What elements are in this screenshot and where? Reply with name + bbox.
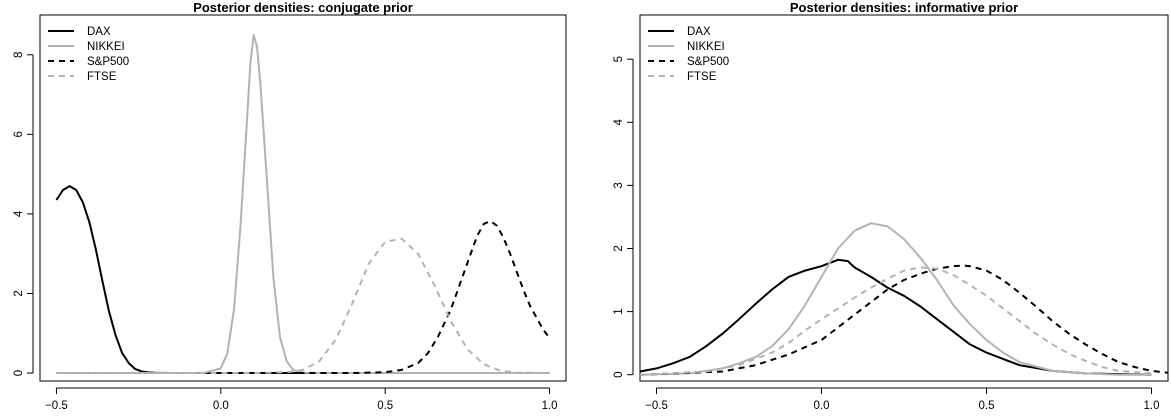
legend-label-s-p500: S&P500 [87, 56, 129, 68]
legend-label-nikkei: NIKKEI [87, 41, 125, 53]
series-line-nikkei [640, 222, 1152, 376]
plot-frame [39, 14, 567, 382]
x-tick-label: −0.5 [645, 400, 668, 412]
legend-label-ftse: FTSE [87, 71, 117, 83]
series-line-s-p500 [56, 220, 551, 374]
y-tick-label: 0 [13, 370, 25, 376]
series-line-s-p500 [640, 264, 1168, 376]
chart-title: Posterior densities: informative prior [790, 0, 1018, 15]
y-tick-label: 5 [613, 56, 625, 62]
y-tick-label: 3 [613, 182, 625, 188]
informative-prior-panel: Posterior densities: informative prior −0… [613, 0, 1169, 412]
y-tick-label: 1 [613, 308, 625, 314]
series-group [55, 33, 551, 374]
conjugate-prior-panel: Posterior densities: conjugate prior −0.5… [13, 0, 567, 412]
y-tick-label: 4 [13, 210, 25, 217]
series-group [640, 222, 1168, 376]
y-tick-label: 6 [13, 131, 25, 137]
series-line-ftse [640, 266, 1152, 376]
legend-label-dax: DAX [687, 26, 711, 38]
x-tick-label: 1.0 [1144, 400, 1160, 412]
x-tick-label: 1.0 [542, 400, 558, 412]
x-tick-label: 0.5 [377, 400, 393, 412]
y-tick-label: 4 [613, 118, 625, 125]
y-tick-label: 0 [613, 371, 625, 377]
chart-title: Posterior densities: conjugate prior [193, 0, 413, 15]
series-line-dax [640, 258, 1152, 376]
series-line-ftse [56, 237, 550, 374]
legend-label-dax: DAX [87, 26, 111, 38]
legend-label-s-p500: S&P500 [687, 56, 729, 68]
y-tick-label: 2 [13, 290, 25, 296]
x-tick-label: −0.5 [45, 400, 68, 412]
legend-label-nikkei: NIKKEI [687, 41, 725, 53]
legend-label-ftse: FTSE [687, 71, 717, 83]
series-line-dax [55, 185, 550, 374]
y-tick-label: 8 [13, 52, 25, 58]
x-tick-label: 0.5 [979, 400, 995, 412]
series-line-nikkei [56, 33, 550, 374]
plot-frame [639, 14, 1169, 382]
x-tick-label: 0.0 [814, 400, 830, 412]
y-tick-label: 2 [613, 245, 625, 251]
x-tick-label: 0.0 [213, 400, 229, 412]
